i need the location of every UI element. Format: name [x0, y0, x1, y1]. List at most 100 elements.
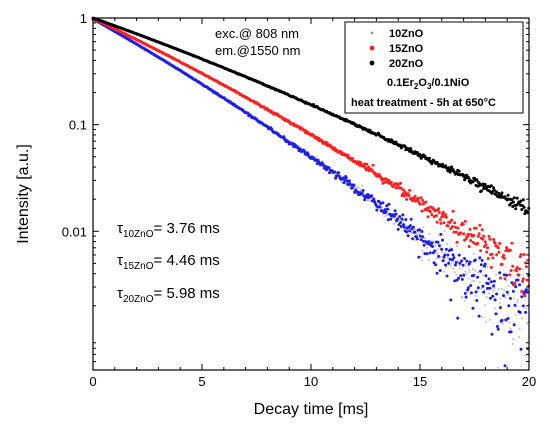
data-point-15zno — [509, 269, 513, 272]
data-point-15zno — [492, 238, 496, 241]
data-point-15zno — [484, 243, 488, 247]
data-point-10zno — [420, 255, 423, 258]
tau-symbol: τ — [117, 252, 123, 269]
data-point-10zno — [450, 262, 453, 265]
data-point-10zno-blue — [349, 183, 353, 187]
data-point-10zno — [423, 237, 426, 239]
data-point-10zno-blue — [521, 304, 525, 308]
data-point-15zno — [454, 230, 458, 234]
data-point-20zno — [450, 165, 454, 169]
data-point-15zno — [521, 277, 525, 281]
data-point-15zno — [472, 234, 476, 237]
data-point-10zno — [353, 186, 356, 189]
data-point-10zno — [517, 335, 520, 338]
data-point-10zno-blue — [506, 317, 510, 320]
data-point-10zno — [427, 259, 430, 261]
data-point-10zno — [441, 251, 444, 254]
legend-marker-10zno — [370, 31, 374, 35]
data-point-20zno — [479, 189, 483, 193]
data-point-10zno — [453, 271, 456, 274]
data-point-15zno — [442, 221, 446, 225]
data-point-15zno — [455, 240, 459, 244]
data-point-20zno — [518, 203, 522, 207]
tau-symbol: τ — [117, 285, 123, 302]
data-point-15zno — [513, 281, 517, 285]
data-point-10zno — [381, 206, 384, 209]
data-point-15zno — [495, 253, 499, 257]
data-point-10zno-blue — [479, 269, 483, 273]
data-point-15zno — [377, 172, 381, 176]
data-point-10zno-blue — [524, 310, 528, 314]
composition-text: /0.1NiO — [431, 77, 469, 89]
data-point-10zno-blue — [495, 325, 499, 328]
data-point-10zno-blue — [476, 286, 480, 290]
data-point-15zno — [448, 220, 452, 224]
data-point-10zno-blue — [484, 274, 488, 278]
data-point-10zno — [436, 252, 439, 255]
data-point-10zno — [475, 294, 477, 297]
data-point-15zno — [432, 215, 436, 219]
data-point-15zno — [462, 232, 466, 236]
data-point-20zno — [512, 196, 516, 200]
data-point-15zno — [373, 171, 377, 175]
data-point-10zno — [499, 297, 502, 300]
data-point-15zno — [427, 206, 431, 210]
data-point-15zno — [496, 246, 500, 250]
data-point-10zno-blue — [466, 286, 470, 290]
data-point-10zno — [473, 280, 476, 282]
data-point-15zno — [407, 194, 411, 198]
data-point-10zno-blue — [493, 298, 497, 302]
data-point-10zno-blue — [480, 259, 484, 262]
data-point-10zno-blue — [482, 290, 486, 294]
data-point-10zno-blue — [350, 186, 354, 190]
data-point-10zno-blue — [518, 310, 522, 314]
data-point-10zno — [488, 318, 491, 321]
data-point-10zno-blue — [498, 271, 502, 275]
data-point-10zno — [465, 262, 468, 265]
data-point-10zno-blue — [487, 277, 491, 281]
tau-15zno-label: τ15ZnO= 4.46 ms — [117, 252, 220, 272]
data-point-10zno — [507, 293, 510, 296]
data-point-10zno — [460, 295, 463, 298]
data-point-10zno-blue — [422, 243, 426, 247]
data-point-10zno-blue — [402, 223, 405, 227]
tau-subscript: 15ZnO — [123, 261, 154, 272]
data-point-10zno — [435, 257, 438, 260]
data-point-10zno — [493, 286, 496, 289]
data-point-10zno-blue — [399, 225, 403, 228]
y-tick-label: 1 — [80, 11, 87, 26]
data-point-10zno — [512, 338, 515, 341]
data-point-20zno — [500, 191, 504, 195]
data-point-10zno-blue — [395, 217, 399, 221]
data-point-10zno — [492, 289, 495, 292]
data-point-10zno — [509, 327, 512, 330]
data-point-10zno-blue — [500, 318, 504, 322]
data-point-15zno — [426, 215, 430, 219]
data-point-15zno — [463, 219, 467, 223]
data-point-15zno — [402, 188, 405, 192]
data-point-15zno — [456, 226, 460, 230]
data-point-15zno — [519, 253, 523, 257]
data-point-15zno — [468, 227, 472, 231]
data-point-15zno — [503, 277, 507, 281]
data-point-15zno — [498, 241, 502, 245]
data-point-10zno-blue — [421, 239, 425, 243]
data-point-10zno-blue — [451, 253, 455, 257]
data-point-15zno — [476, 241, 480, 245]
data-point-10zno — [420, 259, 423, 262]
data-point-15zno — [511, 264, 515, 268]
data-point-10zno — [501, 322, 504, 325]
data-point-15zno — [524, 265, 528, 269]
data-point-10zno — [472, 252, 475, 255]
data-point-10zno — [488, 292, 490, 295]
data-point-15zno — [438, 218, 442, 222]
data-point-10zno-blue — [514, 285, 518, 289]
data-point-10zno-blue — [496, 327, 500, 331]
data-point-10zno — [436, 248, 439, 251]
data-point-15zno — [477, 232, 481, 236]
data-point-10zno-blue — [406, 234, 410, 238]
data-point-15zno — [350, 157, 354, 160]
data-point-15zno — [421, 198, 425, 202]
data-point-10zno-blue — [505, 273, 508, 277]
data-point-15zno — [401, 192, 405, 196]
